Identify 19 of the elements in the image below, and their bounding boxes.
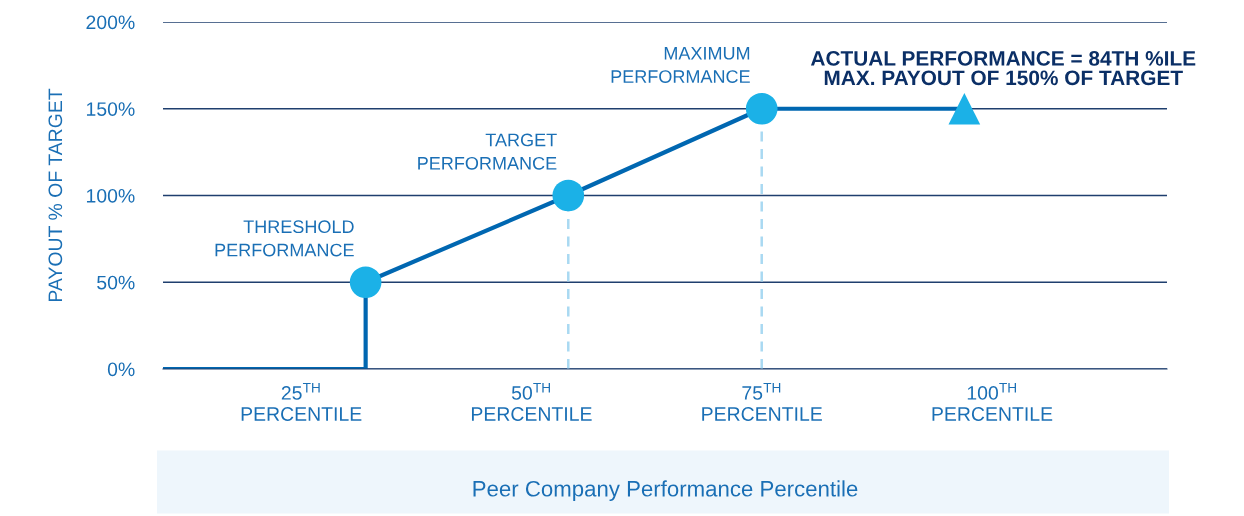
annotation: MAXIMUM PERFORMANCE — [611, 46, 750, 83]
y-tick-label: 150% — [86, 102, 135, 116]
x-tick-label: 50$^{TH}$ PERCENTILE — [471, 383, 592, 421]
point — [745, 92, 778, 125]
x-tick-label: 25$^{TH}$ PERCENTILE — [241, 383, 362, 421]
x-tick-label: 100$^{TH}$ PERCENTILE — [932, 383, 1053, 421]
annotation: TARGET PERFORMANCE — [418, 133, 557, 170]
annotation: ACTUAL PERFORMANCE = 84TH %ILE MAX. PAYOUT OF 150% OF TARGET — [810, 51, 1196, 86]
x-axis-title: Peer Company Performance Percentile — [473, 480, 858, 502]
y-tick-label: 100% — [86, 188, 135, 203]
point — [552, 179, 585, 212]
x-tick-label: 75$^{TH}$ PERCENTILE — [702, 383, 822, 421]
y-tick-label: 200% — [86, 15, 135, 30]
y-tick-label: 50% — [97, 275, 135, 290]
y-tick-label: 0% — [107, 362, 135, 377]
point — [948, 92, 981, 125]
annotation: THRESHOLD PERFORMANCE — [215, 220, 354, 257]
y-axis-title: PAYOUT % OF TARGET — [48, 88, 63, 302]
point — [349, 266, 382, 299]
